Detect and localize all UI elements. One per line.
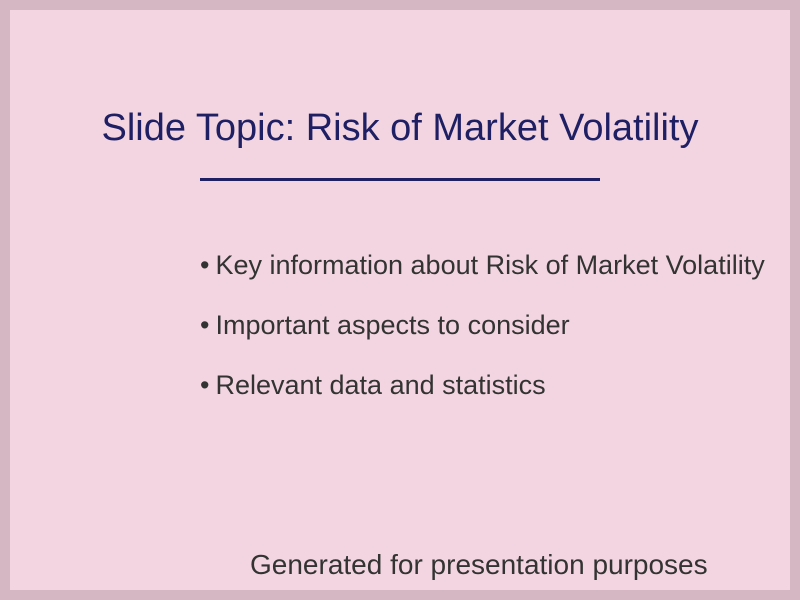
- bullet-icon: •: [200, 250, 210, 280]
- bullet-list: • Key information about Risk of Market Vo…: [200, 250, 765, 430]
- list-item: • Important aspects to consider: [200, 310, 765, 340]
- list-item: • Relevant data and statistics: [200, 370, 765, 400]
- bullet-text: Relevant data and statistics: [215, 370, 546, 400]
- list-item: • Key information about Risk of Market Vo…: [200, 250, 765, 280]
- bullet-text: Key information about Risk of Market Vol…: [215, 250, 765, 280]
- bullet-icon: •: [200, 310, 210, 340]
- slide-footer: Generated for presentation purposes: [250, 549, 708, 580]
- bullet-icon: •: [200, 370, 210, 400]
- bullet-text: Important aspects to consider: [215, 310, 570, 340]
- slide: Slide Topic: Risk of Market Volatility •…: [10, 10, 790, 590]
- slide-title: Slide Topic: Risk of Market Volatility: [101, 107, 699, 149]
- title-underline: [200, 178, 600, 181]
